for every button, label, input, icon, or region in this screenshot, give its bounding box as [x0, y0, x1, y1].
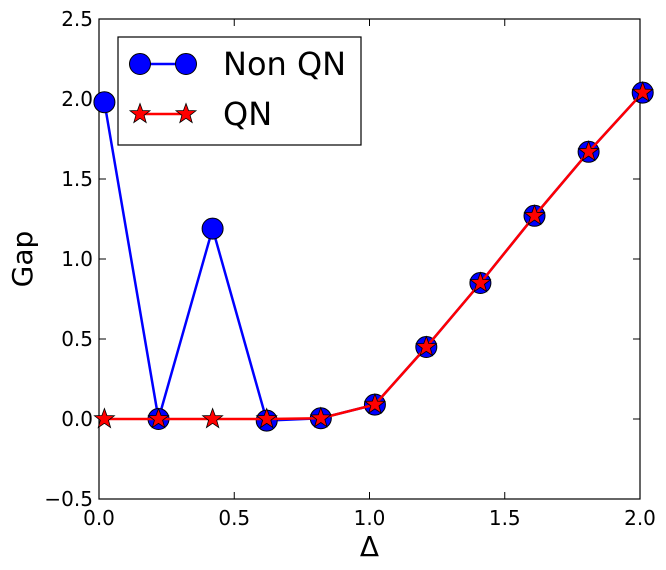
y-tick-label: 1.5: [61, 167, 93, 191]
legend-marker: [129, 53, 151, 75]
y-tick-label: 1.0: [61, 247, 93, 271]
x-tick-label: 0.0: [83, 506, 115, 530]
star-marker: [523, 204, 546, 226]
star-marker: [201, 407, 224, 429]
star-marker: [255, 407, 278, 429]
legend-item: QN: [128, 95, 272, 133]
y-tick-label: 0.5: [61, 327, 93, 351]
x-tick-label: 1.5: [489, 506, 521, 530]
legend: Non QN QN: [117, 36, 362, 146]
y-tick-label: −0.5: [44, 487, 93, 511]
legend-label: Non QN: [223, 45, 346, 83]
legend-marker: [128, 102, 152, 124]
star-marker: [577, 140, 600, 162]
series-layer: [93, 80, 654, 432]
x-tick-label: 0.5: [218, 506, 250, 530]
x-axis-label: Δ: [360, 530, 379, 563]
series-qn: [93, 80, 654, 429]
star-marker: [147, 407, 170, 429]
y-tick-label: 2.5: [61, 7, 93, 31]
y-tick-label: 2.0: [61, 87, 93, 111]
y-axis-label: Gap: [6, 231, 39, 288]
star-marker: [631, 80, 654, 103]
y-tick-label: 0.0: [61, 407, 93, 431]
star-marker: [363, 392, 387, 415]
legend-label: QN: [223, 95, 272, 133]
circle-marker: [201, 217, 224, 240]
star-marker: [415, 335, 438, 357]
star-marker: [469, 271, 492, 293]
x-tick-label: 2.0: [624, 506, 656, 530]
circle-marker: [93, 91, 116, 114]
axis-ticks: 0.0 0.5 1.0 1.5 2.0−0.50.00.51.01.52.02.5: [44, 7, 655, 530]
legend-box: [117, 36, 362, 146]
legend-item: Non QN: [129, 45, 346, 83]
x-tick-label: 1.0: [354, 506, 386, 530]
star-marker: [93, 407, 116, 429]
star-marker: [309, 406, 332, 428]
legend-marker: [175, 53, 197, 75]
legend-marker: [174, 102, 198, 124]
